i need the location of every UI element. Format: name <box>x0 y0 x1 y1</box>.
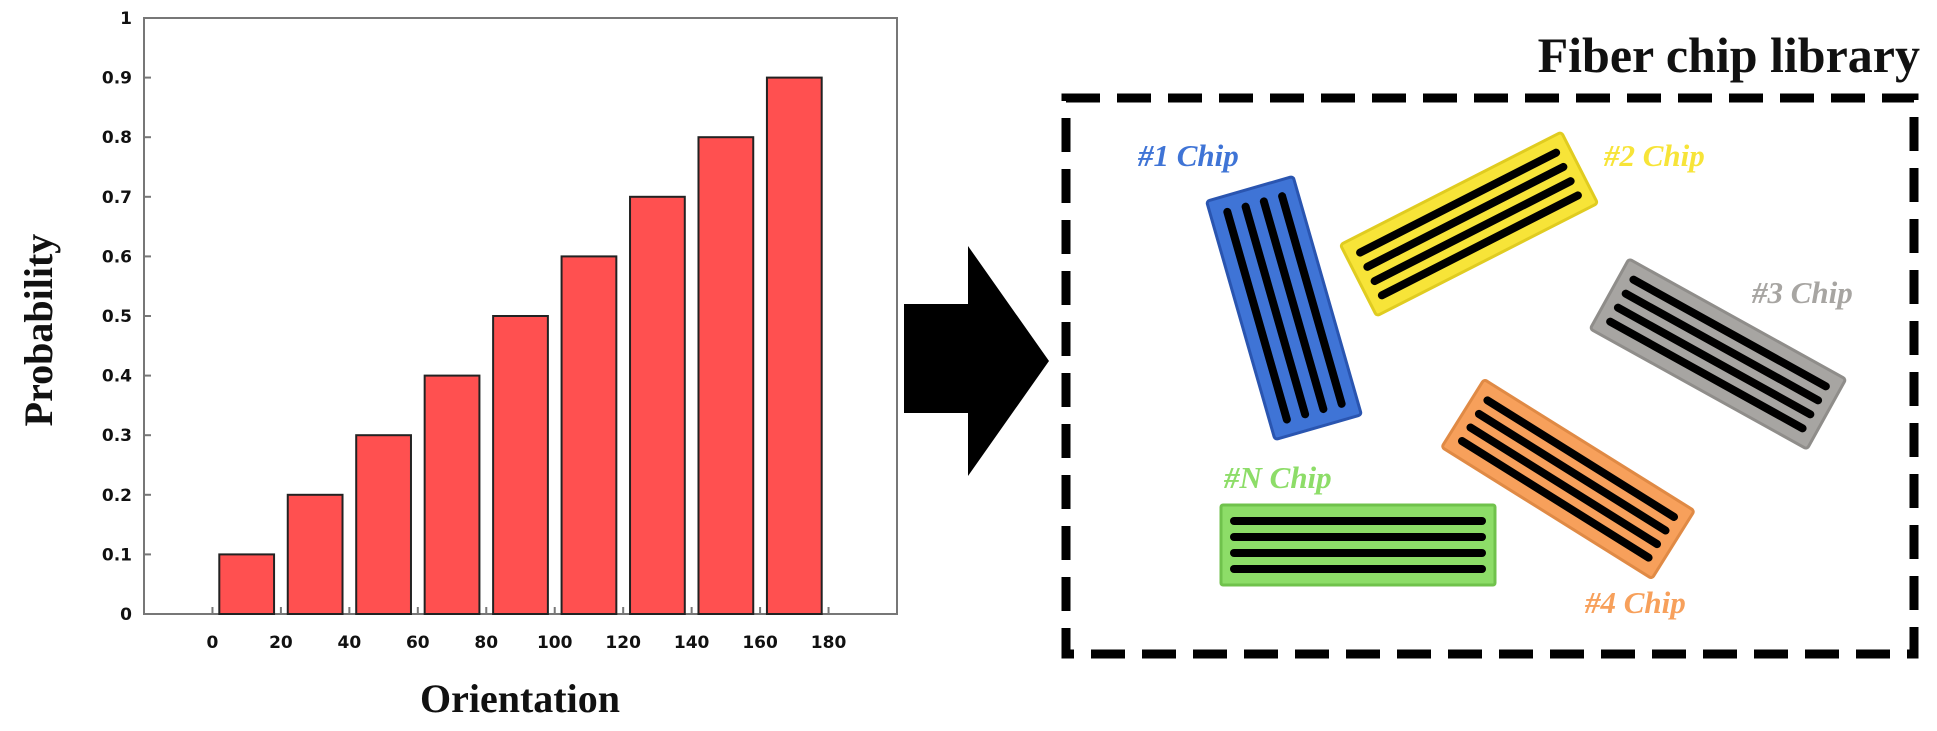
x-tick-label: 160 <box>742 633 778 653</box>
x-tick-label: 120 <box>605 633 641 653</box>
y-tick-label: 0.1 <box>102 545 132 565</box>
x-tick-label: 100 <box>537 633 573 653</box>
bar-3 <box>423 374 481 615</box>
x-tick-label: 180 <box>811 633 847 653</box>
y-axis-label: Probability <box>16 234 61 427</box>
chip-1 <box>1205 175 1363 441</box>
y-axis-ticks: 0 0.1 0.2 0.3 0.4 0.5 0.6 0.7 0.8 0.9 1 <box>102 9 151 625</box>
fiber-line <box>1356 148 1561 257</box>
chip-3-label: #3 Chip <box>1751 275 1853 310</box>
orientation-probability-chart: 0 0.1 0.2 0.3 0.4 0.5 0.6 0.7 0.8 0.9 1 0 20 40 60 80 1… <box>16 9 898 721</box>
chip-2-body <box>1339 131 1599 317</box>
bar-2 <box>355 434 412 616</box>
bar-5 <box>560 255 618 615</box>
y-tick-label: 0.9 <box>102 69 132 89</box>
fiber-line <box>1278 192 1346 408</box>
y-tick-label: 1 <box>120 9 132 29</box>
chip-2 <box>1339 131 1599 317</box>
x-tick-label: 140 <box>674 633 710 653</box>
fiber-line <box>1483 396 1679 521</box>
fiber-line <box>1363 162 1568 271</box>
fiber-line <box>1370 177 1575 286</box>
bar-7 <box>697 136 755 615</box>
chip-4 <box>1441 379 1695 579</box>
chip-n-label: #N Chip <box>1223 460 1332 495</box>
fiber-line <box>1259 197 1328 414</box>
bar-4 <box>492 315 549 615</box>
x-tick-label: 60 <box>406 633 430 653</box>
y-tick-label: 0.3 <box>102 426 132 446</box>
chip-4-label: #4 Chip <box>1584 585 1686 620</box>
bar-1 <box>286 493 344 615</box>
x-tick-label: 80 <box>474 633 498 653</box>
x-tick-label: 0 <box>207 633 219 653</box>
fiber-line <box>1621 289 1823 405</box>
chip-1-body <box>1205 175 1363 441</box>
bar-0 <box>218 553 276 616</box>
y-tick-label: 0.4 <box>102 367 132 387</box>
x-tick-label: 40 <box>338 633 362 653</box>
chip-3 <box>1589 258 1847 450</box>
chip-n <box>1219 503 1497 587</box>
x-tick-label: 20 <box>269 633 293 653</box>
fiber-line <box>1606 317 1807 433</box>
y-tick-label: 0.6 <box>102 247 132 267</box>
fiber-line <box>1223 207 1291 424</box>
fiber-line <box>1629 275 1830 391</box>
library-border <box>1061 93 1919 659</box>
fiber-line <box>1613 303 1815 419</box>
x-axis-label: Orientation <box>420 676 620 721</box>
bar-6 <box>629 195 686 616</box>
fiber-line <box>1466 423 1662 549</box>
fiber-line <box>1377 191 1582 300</box>
library-title: Fiber chip library <box>1538 27 1920 83</box>
fiber-chip-library: Fiber chip library #1 Chip #2 Chip <box>1061 27 1920 659</box>
bar-8 <box>765 76 823 616</box>
fiber-line <box>1241 202 1310 419</box>
y-tick-label: 0.2 <box>102 486 132 506</box>
x-axis-ticks: 0 20 40 60 80 100 120 140 160 180 <box>207 607 847 653</box>
bars <box>218 76 823 616</box>
y-tick-label: 0.8 <box>102 128 132 148</box>
chip-1-label: #1 Chip <box>1137 138 1239 173</box>
y-tick-label: 0 <box>120 605 132 625</box>
chip-2-label: #2 Chip <box>1603 138 1705 173</box>
fiber-line <box>1457 437 1653 562</box>
y-tick-label: 0.7 <box>102 188 132 208</box>
right-arrow-icon <box>904 246 1049 476</box>
fiber-line <box>1474 409 1670 535</box>
y-tick-label: 0.5 <box>102 307 132 327</box>
